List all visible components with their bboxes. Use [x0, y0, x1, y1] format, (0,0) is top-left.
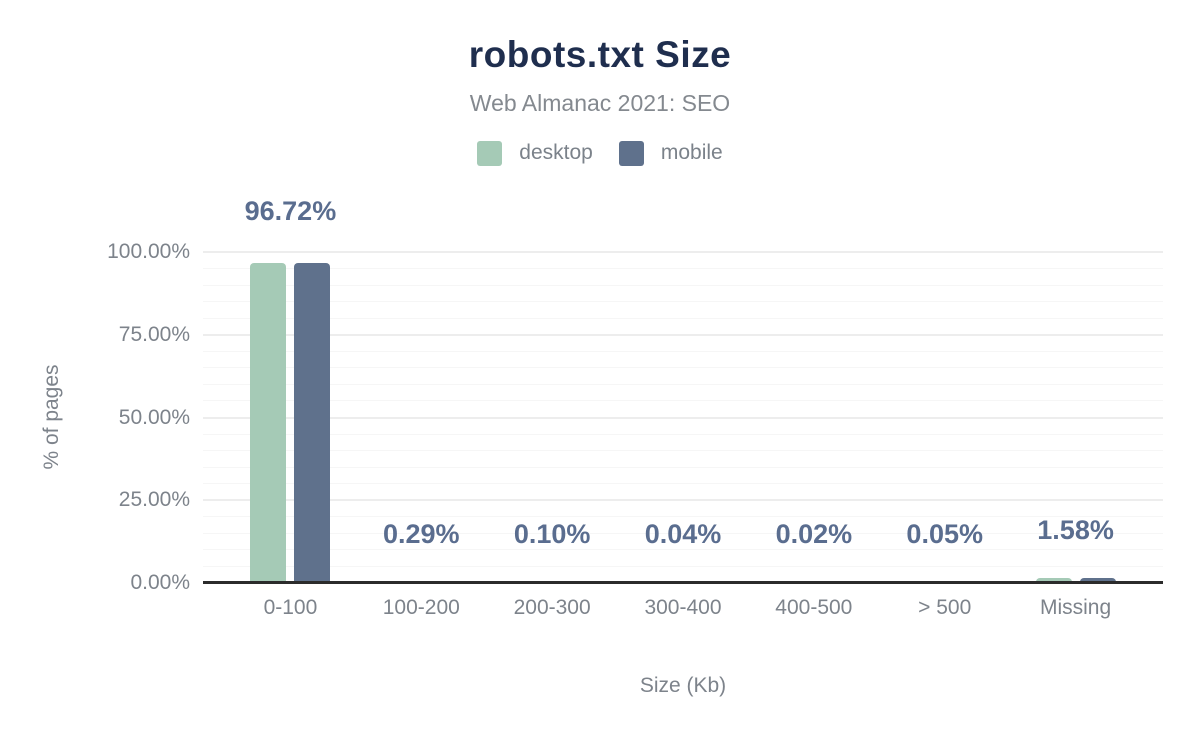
- y-tick-label: 50.00%: [118, 405, 190, 429]
- x-tick-label: 300-400: [644, 596, 722, 619]
- minor-gridline: [203, 268, 1163, 270]
- desktop-swatch-icon: [477, 140, 503, 166]
- x-tick-label: Missing: [1039, 596, 1112, 619]
- x-tick-label: 100-200: [382, 596, 460, 619]
- desktop-bar[interactable]: [250, 262, 287, 583]
- chart-subtitle: Web Almanac 2021: SEO: [469, 90, 731, 116]
- major-gridline: [203, 499, 1163, 502]
- minor-gridline: [203, 516, 1163, 518]
- minor-gridline: [203, 466, 1163, 468]
- y-tick-label: 25.00%: [118, 488, 190, 512]
- mobile-bar[interactable]: [1079, 577, 1116, 583]
- minor-gridline: [203, 383, 1163, 385]
- minor-gridline: [203, 483, 1163, 485]
- major-gridline: [203, 251, 1163, 253]
- x-axis-title: Size (Kb): [639, 674, 727, 697]
- x-tick-label: 400-500: [775, 596, 853, 619]
- x-tick-label: > 500: [918, 596, 972, 619]
- minor-gridline: [203, 301, 1163, 303]
- desktop-bar[interactable]: [1035, 577, 1072, 583]
- mobile-bar[interactable]: [294, 262, 331, 583]
- y-tick-label: 100.00%: [107, 240, 190, 263]
- minor-gridline: [203, 532, 1163, 534]
- minor-gridline: [203, 450, 1163, 452]
- minor-gridline: [203, 549, 1163, 551]
- data-label: 1.58%: [1037, 514, 1114, 545]
- minor-gridline: [203, 565, 1163, 567]
- major-gridline: [203, 333, 1163, 336]
- minor-gridline: [203, 433, 1163, 435]
- mobile-swatch-icon: [618, 140, 644, 166]
- legend: desktop mobile: [0, 139, 1200, 167]
- data-label: 0.05%: [906, 519, 983, 550]
- y-tick-label: 0.00%: [130, 571, 190, 594]
- data-label: 0.29%: [383, 519, 460, 550]
- chart-title: robots.txt Size: [468, 34, 732, 75]
- legend-label-mobile: mobile: [660, 141, 723, 164]
- x-axis-line: [203, 581, 1163, 584]
- data-label: 96.72%: [244, 195, 337, 226]
- x-tick-label: 0-100: [263, 596, 318, 619]
- data-label: 0.10%: [513, 519, 591, 550]
- minor-gridline: [203, 400, 1163, 402]
- data-label: 0.04%: [644, 519, 722, 550]
- minor-gridline: [203, 350, 1163, 352]
- x-tick-label: 200-300: [513, 596, 591, 619]
- minor-gridline: [203, 284, 1163, 286]
- minor-gridline: [203, 317, 1163, 319]
- data-label: 0.02%: [775, 519, 853, 550]
- y-tick-label: 75.00%: [118, 322, 190, 346]
- minor-gridline: [203, 367, 1163, 369]
- legend-label-desktop: desktop: [519, 141, 593, 164]
- legend-item-desktop[interactable]: desktop: [477, 140, 593, 166]
- major-gridline: [203, 416, 1163, 419]
- legend-item-mobile[interactable]: mobile: [618, 140, 723, 166]
